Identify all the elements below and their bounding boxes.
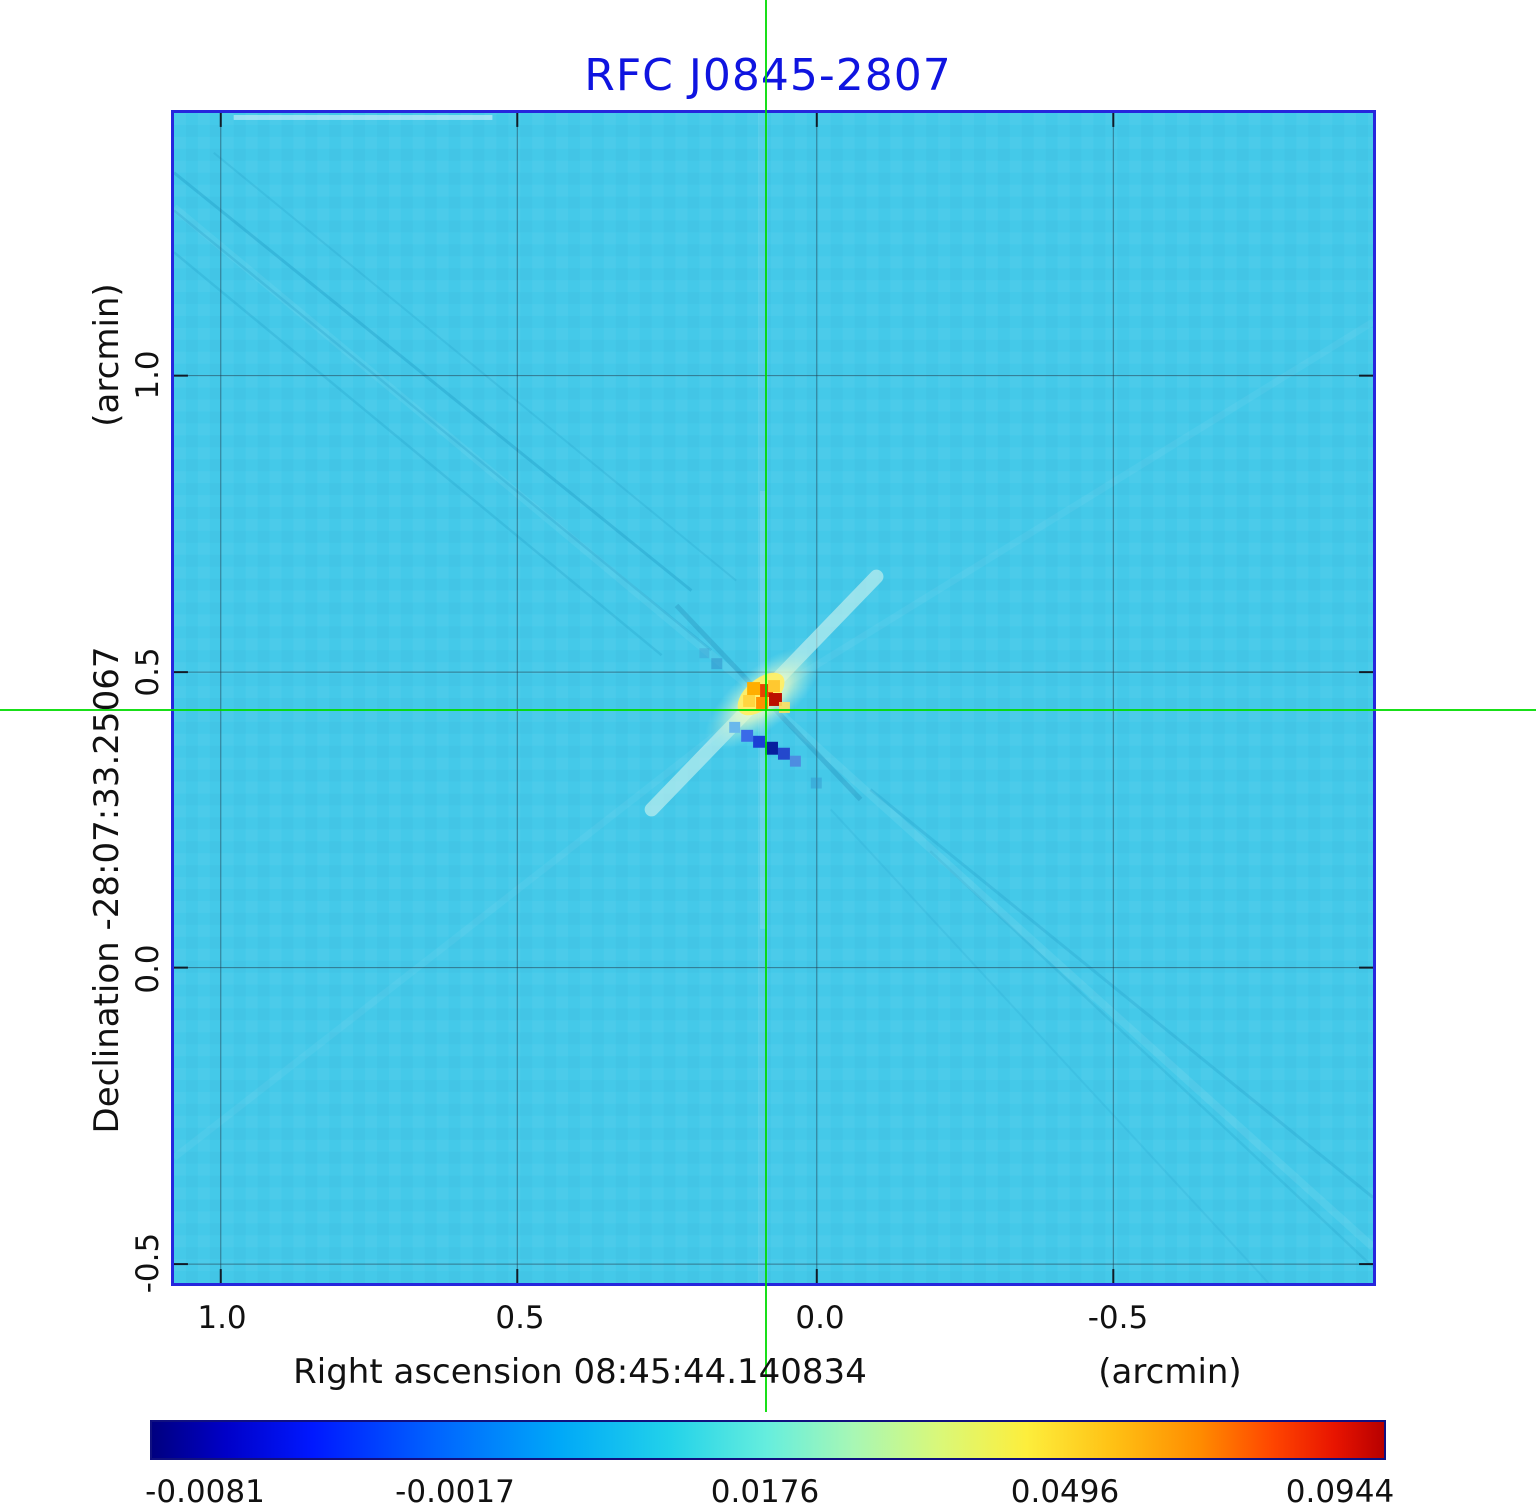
crosshair-vertical-line [765,0,767,1412]
x-tick-label: 0.5 [495,1300,545,1336]
colorbar-tick-label: 0.0944 [1285,1474,1395,1510]
sky-map-canvas [174,113,1373,1283]
y-tick-label: -0.5 [130,1232,166,1294]
y-axis-unit: (arcmin) [87,283,127,427]
x-tick-label: 0.0 [795,1300,845,1336]
y-tick-label: 1.0 [130,350,166,400]
axis-tick-marks [174,113,1373,1283]
x-tick-label: 1.0 [197,1300,247,1336]
colorbar-tick-label: 0.0176 [710,1474,820,1510]
central-source [644,569,884,817]
y-axis-title: Declination -28:07:33.25067 [87,646,127,1134]
x-axis-title: Right ascension 08:45:44.140834 [293,1352,867,1392]
x-tick-label: -0.5 [1087,1300,1149,1336]
y-tick-label: 0.5 [130,647,166,697]
colorbar-tick-label: -0.0017 [395,1474,515,1510]
colorbar [150,1420,1386,1460]
sidelobe-stripes-upper-left [174,152,737,657]
x-axis-unit: (arcmin) [1098,1352,1242,1392]
edge-artifact [233,114,493,120]
colorbar-tick-label: 0.0496 [1010,1474,1120,1510]
coordinate-grid [174,113,1373,1283]
sky-map [171,110,1376,1286]
y-tick-label: 0.0 [130,944,166,994]
crosshair-horizontal-line [0,709,1536,711]
colorbar-tick-label: -0.0081 [145,1474,265,1510]
plot-title: RFC J0845-2807 [584,50,952,101]
sidelobe-stripes-lower-right [829,788,1373,1283]
